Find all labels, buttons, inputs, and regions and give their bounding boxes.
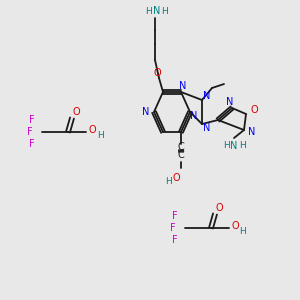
Text: F: F <box>29 139 35 149</box>
Text: N: N <box>248 127 256 137</box>
Text: F: F <box>172 211 178 221</box>
Text: O: O <box>215 203 223 213</box>
Text: O: O <box>88 125 96 135</box>
Text: N: N <box>153 6 161 16</box>
Text: H: H <box>240 227 246 236</box>
Text: N: N <box>203 91 211 101</box>
Text: N: N <box>203 123 211 133</box>
Text: N: N <box>142 107 150 117</box>
Text: F: F <box>29 115 35 125</box>
Text: N: N <box>190 111 198 121</box>
Text: N: N <box>179 81 187 91</box>
Text: N: N <box>226 97 234 107</box>
Text: H: H <box>146 7 152 16</box>
Text: H: H <box>162 7 168 16</box>
Text: O: O <box>172 173 180 183</box>
Text: H: H <box>97 131 104 140</box>
Text: O: O <box>250 105 258 115</box>
Text: H: H <box>238 142 245 151</box>
Text: N: N <box>230 141 238 151</box>
Text: C: C <box>178 142 184 152</box>
Text: H: H <box>223 142 230 151</box>
Text: O: O <box>153 68 161 78</box>
Text: F: F <box>170 223 176 233</box>
Text: H: H <box>166 178 172 187</box>
Text: F: F <box>172 235 178 245</box>
Text: O: O <box>72 107 80 117</box>
Text: C: C <box>178 150 184 160</box>
Text: O: O <box>231 221 239 231</box>
Text: F: F <box>27 127 33 137</box>
